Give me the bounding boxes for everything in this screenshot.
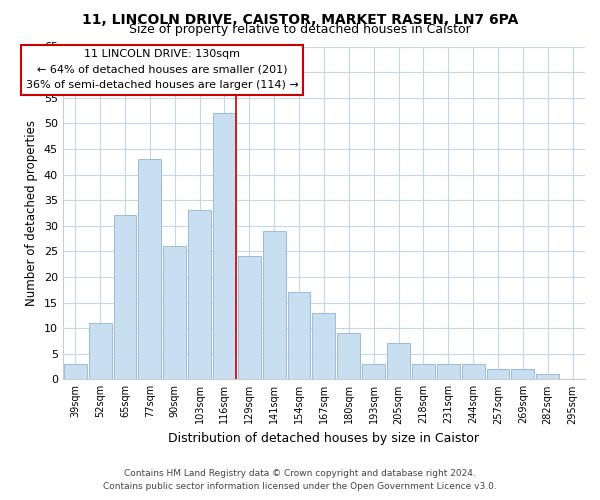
Bar (263, 231, 286, 380)
Text: Contains HM Land Registry data © Crown copyright and database right 2024.
Contai: Contains HM Land Registry data © Crown c… (103, 469, 497, 491)
Y-axis label: Number of detached properties: Number of detached properties (25, 120, 38, 306)
Bar (213, 113, 236, 380)
Bar (113, 216, 136, 380)
Text: Size of property relative to detached houses in Caistor: Size of property relative to detached ho… (129, 22, 471, 36)
Bar (412, 364, 435, 380)
Bar (313, 312, 335, 380)
Text: 11, LINCOLN DRIVE, CAISTOR, MARKET RASEN, LN7 6PA: 11, LINCOLN DRIVE, CAISTOR, MARKET RASEN… (82, 12, 518, 26)
Bar (362, 364, 385, 380)
Text: 11 LINCOLN DRIVE: 130sqm
← 64% of detached houses are smaller (201)
36% of semi-: 11 LINCOLN DRIVE: 130sqm ← 64% of detach… (26, 49, 299, 90)
Bar (163, 246, 186, 380)
Bar (437, 364, 460, 380)
Bar (89, 323, 112, 380)
Bar (64, 364, 86, 380)
Bar (287, 292, 310, 380)
Bar (188, 210, 211, 380)
Bar (461, 364, 485, 380)
Bar (511, 369, 534, 380)
X-axis label: Distribution of detached houses by size in Caistor: Distribution of detached houses by size … (169, 432, 479, 445)
Bar (337, 333, 360, 380)
Bar (536, 374, 559, 380)
Bar (387, 344, 410, 380)
Bar (139, 159, 161, 380)
Bar (487, 369, 509, 380)
Bar (238, 256, 261, 380)
